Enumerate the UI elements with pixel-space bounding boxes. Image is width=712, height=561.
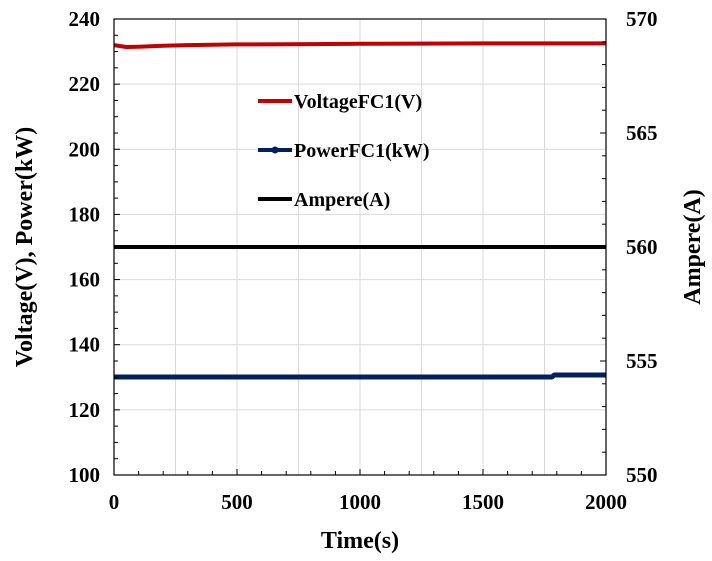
x-tick-label: 0 — [109, 490, 120, 514]
x-tick-label: 1000 — [339, 490, 381, 514]
y2-tick-label: 550 — [626, 463, 658, 487]
y2-tick-label: 570 — [626, 7, 658, 31]
legend-label: Ampere(A) — [294, 189, 390, 211]
legend-marker — [271, 146, 279, 154]
x-tick-label: 1500 — [462, 490, 504, 514]
x-tick-label: 2000 — [585, 490, 627, 514]
y-tick-label: 220 — [69, 72, 101, 96]
y-tick-label: 180 — [69, 202, 101, 226]
y2-tick-label: 555 — [626, 349, 658, 373]
y-tick-label: 240 — [69, 7, 101, 31]
voltage-series-line — [113, 41, 606, 49]
y-axis-label: Voltage(V), Power(kW) — [12, 127, 38, 367]
legend-label: PowerFC1(kW) — [294, 140, 430, 162]
y-tick-label: 140 — [69, 333, 101, 357]
y2-tick-label: 565 — [626, 121, 658, 145]
x-axis-label: Time(s) — [321, 528, 399, 554]
legend-label: VoltageFC1(V) — [294, 91, 422, 113]
x-tick-label: 500 — [221, 490, 253, 514]
y-tick-label: 160 — [69, 268, 101, 292]
legend-item-power: PowerFC1(kW) — [258, 140, 430, 162]
legend: VoltageFC1(V) PowerFC1(kW) Ampere(A) — [258, 91, 430, 211]
ticks — [113, 18, 607, 476]
y-tick-label: 200 — [69, 137, 101, 161]
power-series-line — [114, 372, 606, 380]
legend-item-voltage: VoltageFC1(V) — [258, 91, 422, 113]
series-layer — [113, 41, 606, 380]
y2-tick-label: 560 — [626, 235, 658, 259]
legend-item-ampere: Ampere(A) — [258, 189, 390, 211]
y2-axis-label: Ampere(A) — [680, 189, 706, 305]
tick-labels: 0 500 1000 1500 2000 100 120 140 160 180 200 220 240… — [69, 7, 658, 514]
y-tick-label: 100 — [69, 463, 101, 487]
y-tick-label: 120 — [69, 398, 101, 422]
